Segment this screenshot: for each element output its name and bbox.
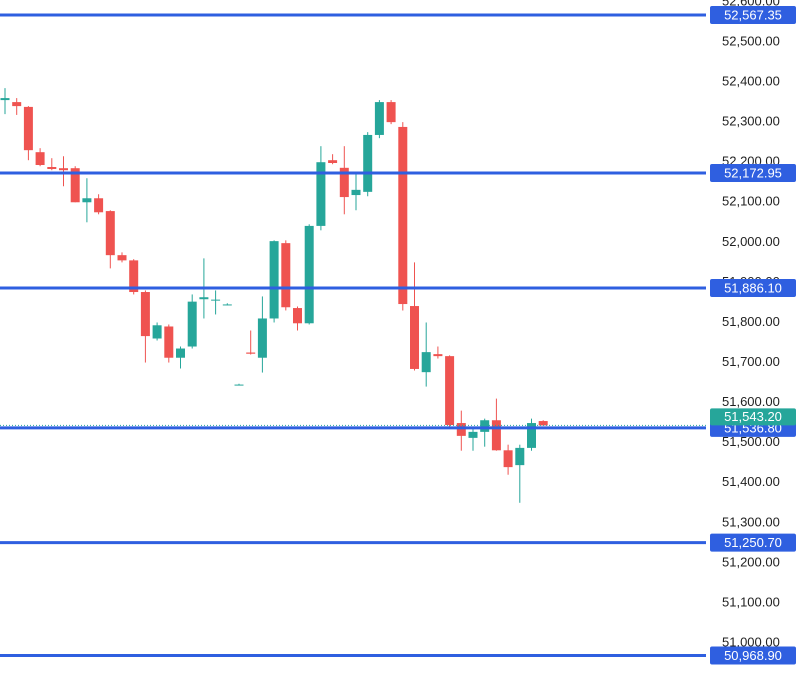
candle-body bbox=[374, 102, 384, 135]
candle-body bbox=[176, 348, 185, 358]
candle-body bbox=[59, 168, 68, 171]
level-label-box bbox=[710, 278, 796, 297]
candle-body bbox=[246, 352, 256, 354]
y-tick-label: 51,200.00 bbox=[722, 554, 780, 569]
y-tick-label: 52,100.00 bbox=[722, 194, 780, 209]
candle-body bbox=[386, 102, 396, 123]
candle-body bbox=[480, 420, 490, 432]
level-label-box bbox=[710, 164, 796, 183]
candle-body bbox=[35, 152, 45, 166]
candle-body bbox=[351, 189, 361, 196]
level-label-box bbox=[710, 646, 796, 665]
last-price-label: 51,543.20 bbox=[724, 409, 782, 424]
candle-body bbox=[257, 318, 267, 358]
y-tick-label: 52,600.00 bbox=[722, 0, 780, 8]
candle-body bbox=[164, 326, 174, 358]
y-tick-label: 52,300.00 bbox=[722, 114, 780, 129]
candle-body bbox=[456, 423, 466, 436]
candle-body bbox=[527, 423, 536, 448]
candle-body bbox=[94, 198, 104, 213]
level-label: 50,968.90 bbox=[724, 648, 782, 663]
candle-body bbox=[398, 126, 408, 305]
y-tick-label: 51,800.00 bbox=[722, 314, 780, 329]
candle-body bbox=[199, 297, 209, 300]
y-tick-label: 52,500.00 bbox=[722, 33, 780, 48]
candle-body bbox=[152, 325, 162, 339]
candle-body bbox=[515, 447, 525, 466]
level-label-box bbox=[710, 6, 796, 25]
candle-body bbox=[281, 243, 291, 308]
candle-body bbox=[445, 356, 455, 426]
candle-body bbox=[211, 299, 221, 301]
y-tick-label: 52,000.00 bbox=[722, 234, 780, 249]
candle-body bbox=[47, 167, 57, 170]
candle-body bbox=[140, 292, 150, 337]
candle-body bbox=[12, 102, 22, 107]
candle-body bbox=[269, 241, 279, 319]
level-label-box bbox=[710, 533, 796, 552]
y-tick-label: 52,400.00 bbox=[722, 73, 780, 88]
candle-body bbox=[363, 134, 373, 192]
candle-body bbox=[538, 421, 548, 426]
y-tick-label: 51,700.00 bbox=[722, 354, 780, 369]
candle-body bbox=[339, 167, 349, 198]
candle-body bbox=[316, 162, 326, 226]
candle-body bbox=[234, 384, 244, 386]
y-tick-label: 51,400.00 bbox=[722, 474, 780, 489]
candle-body bbox=[304, 225, 314, 324]
candle-body bbox=[293, 308, 302, 324]
candle-body bbox=[117, 255, 127, 261]
y-tick-label: 51,500.00 bbox=[722, 434, 780, 449]
candle-body bbox=[433, 354, 443, 357]
candle-body bbox=[503, 450, 513, 468]
y-tick-label: 51,100.00 bbox=[722, 594, 780, 609]
level-label: 52,172.95 bbox=[724, 165, 782, 180]
last-price-box bbox=[710, 408, 796, 426]
candle-body bbox=[0, 98, 10, 101]
level-label: 51,250.70 bbox=[724, 535, 782, 550]
candle-body bbox=[23, 106, 33, 151]
candle-body bbox=[410, 306, 419, 369]
y-tick-label: 51,000.00 bbox=[722, 634, 780, 649]
y-tick-label: 51,300.00 bbox=[722, 514, 780, 529]
candle-body bbox=[129, 260, 139, 293]
candle-body bbox=[421, 352, 431, 373]
candle-body bbox=[105, 211, 115, 256]
level-label: 51,886.10 bbox=[724, 280, 782, 295]
candle-body bbox=[468, 431, 478, 438]
candle-body bbox=[328, 160, 338, 164]
candle-body bbox=[70, 168, 80, 203]
candle-body bbox=[491, 420, 501, 451]
candle-body bbox=[222, 304, 232, 306]
level-label: 52,567.35 bbox=[724, 7, 782, 22]
y-tick-label: 51,600.00 bbox=[722, 394, 780, 409]
candle-body bbox=[187, 301, 197, 347]
candle-body bbox=[82, 198, 92, 203]
